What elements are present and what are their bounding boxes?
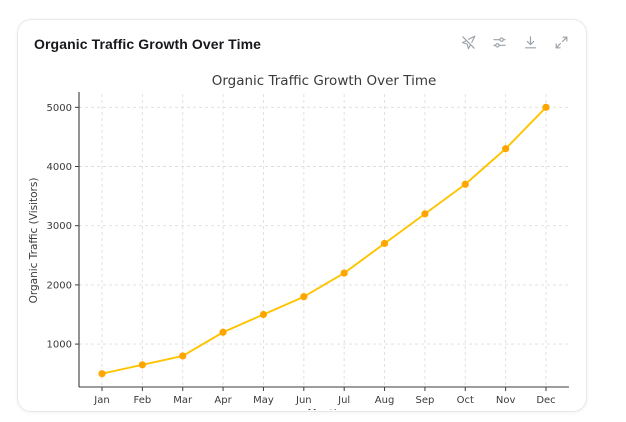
pointer-off-button[interactable] (459, 35, 477, 53)
y-tick-label: 3000 (47, 221, 72, 232)
expand-button[interactable] (552, 35, 570, 53)
chart-canvas: 1000 2000 3000 4000 5000 Jan Feb Mar Apr May Jun Ju… (28, 73, 569, 420)
y-tick-label: 1000 (47, 340, 72, 351)
x-tick-label: Apr (214, 395, 232, 406)
pointer-off-icon (460, 34, 477, 54)
chart-toolbar (459, 35, 570, 53)
x-axis-title: Month (308, 408, 341, 410)
data-point[interactable] (259, 310, 268, 319)
card-title: Organic Traffic Growth Over Time (34, 36, 262, 52)
data-point[interactable] (542, 103, 550, 111)
x-tick-label: Mar (173, 395, 193, 406)
data-point[interactable] (98, 370, 106, 378)
y-tick-label: 4000 (47, 162, 72, 173)
expand-icon (553, 34, 570, 54)
x-tick-label: Nov (496, 395, 516, 406)
data-point[interactable] (179, 352, 187, 360)
x-tick-label: Sep (415, 395, 434, 406)
y-tick-label: 2000 (47, 280, 72, 291)
x-tick-label: Jul (337, 395, 350, 406)
y-axis-title: Organic Traffic (Visitors) (28, 178, 40, 304)
data-point[interactable] (421, 210, 429, 218)
x-tick-label: May (253, 395, 274, 406)
data-point[interactable] (219, 328, 227, 336)
card-header: Organic Traffic Growth Over Time (18, 20, 586, 53)
download-icon (522, 34, 539, 54)
x-tick-label: Oct (457, 395, 474, 406)
download-button[interactable] (521, 35, 539, 53)
x-tick-label: Jan (93, 395, 109, 406)
data-point[interactable] (300, 293, 308, 301)
chart-card: Organic Traffic Growth Over Time (17, 19, 587, 420)
x-tick-label: Aug (375, 395, 395, 406)
data-point[interactable] (380, 239, 389, 248)
data-point[interactable] (502, 145, 510, 153)
x-tick-label: Feb (134, 395, 152, 406)
line-chart: 1000 2000 3000 4000 5000 Jan Feb Mar Apr May Jun Ju… (22, 64, 584, 420)
data-point[interactable] (138, 361, 146, 369)
sliders-icon (491, 34, 508, 54)
sliders-button[interactable] (490, 35, 508, 53)
plot-title: Organic Traffic Growth Over Time (212, 73, 437, 89)
x-tick-label: Dec (536, 395, 555, 406)
x-tick-label: Jun (295, 395, 312, 406)
data-point[interactable] (461, 180, 469, 188)
y-tick-label: 5000 (47, 103, 72, 114)
data-point[interactable] (340, 269, 348, 277)
series-line (101, 106, 547, 375)
